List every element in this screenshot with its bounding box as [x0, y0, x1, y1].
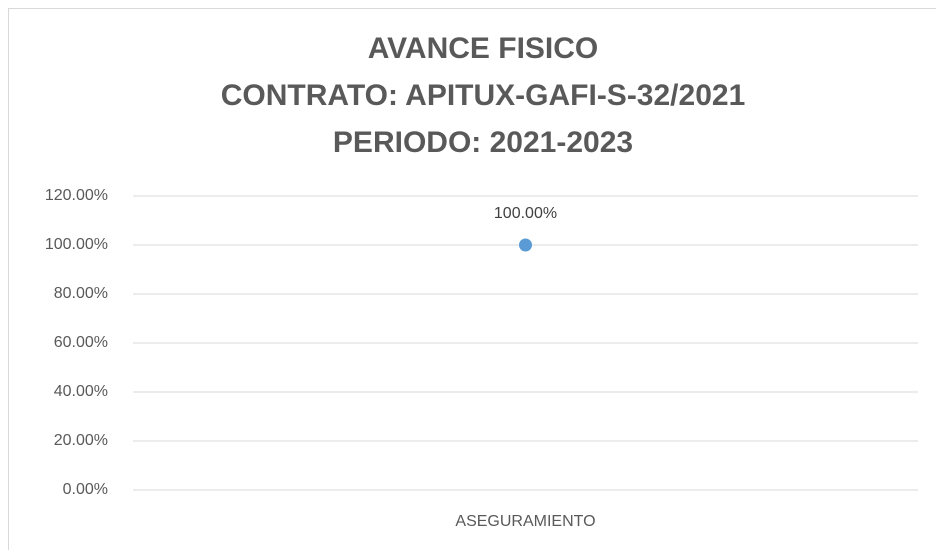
y-tick-label: 40.00% [54, 383, 108, 400]
y-tick-label: 20.00% [54, 432, 108, 449]
chart-title: AVANCE FISICO [368, 32, 599, 65]
y-tick-label: 60.00% [54, 334, 108, 351]
chart-title: PERIODO: 2021-2023 [333, 126, 633, 159]
chart-border [8, 8, 936, 550]
y-tick-label: 100.00% [45, 236, 108, 253]
y-tick-label: 80.00% [54, 285, 108, 302]
chart-title: CONTRATO: APITUX-GAFI-S-32/2021 [221, 79, 746, 112]
y-tick-label: 0.00% [63, 481, 108, 498]
data-label: 100.00% [494, 205, 557, 222]
data-point [519, 238, 532, 252]
y-tick-label: 120.00% [45, 187, 108, 204]
x-tick-label: ASEGURAMIENTO [455, 513, 595, 530]
